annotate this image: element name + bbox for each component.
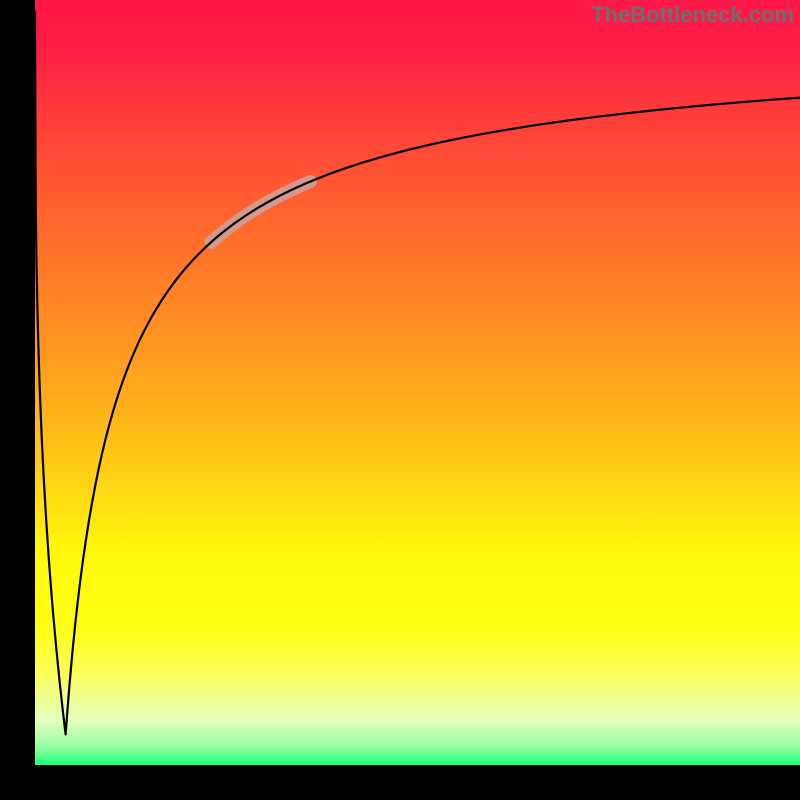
plot-background	[35, 0, 800, 765]
axis-bar-bottom	[0, 765, 800, 800]
watermark-text: TheBottleneck.com	[591, 2, 794, 28]
bottleneck-chart: TheBottleneck.com	[0, 0, 800, 800]
axis-bar-left	[0, 0, 35, 800]
chart-svg	[0, 0, 800, 800]
